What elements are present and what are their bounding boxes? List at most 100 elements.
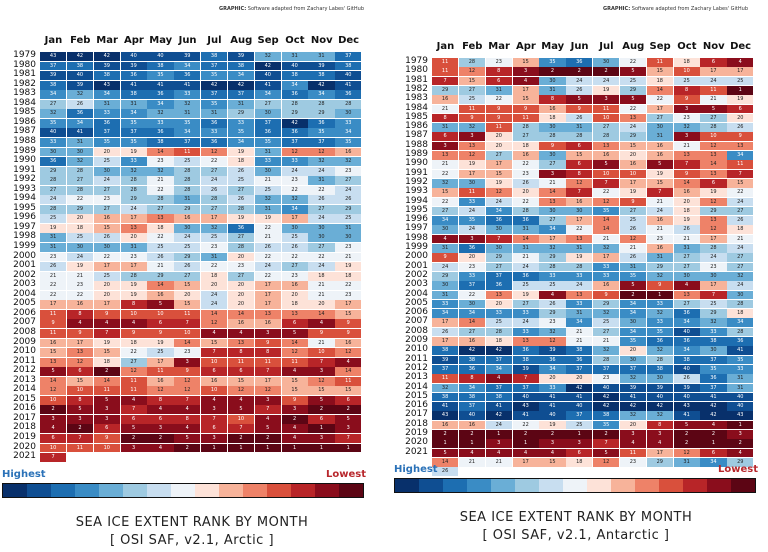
rank-cell: 35 xyxy=(254,137,281,147)
month-label: Jun xyxy=(570,41,589,52)
rank-cell: 39 xyxy=(93,61,120,71)
rank-cell: 41 xyxy=(120,80,147,90)
rank-cell: 24 xyxy=(485,197,512,207)
rank-cell: 14 xyxy=(93,376,120,386)
rank-cell: 40 xyxy=(566,402,593,411)
rank-cell: 21 xyxy=(673,141,700,151)
rank-cell: 37 xyxy=(566,411,593,421)
rank-cell: 34 xyxy=(619,309,647,318)
rank-cell: 26 xyxy=(727,123,754,132)
rank-cell: 22 xyxy=(458,290,486,300)
rank-cell: 23 xyxy=(174,348,201,357)
rank-cell: 31 xyxy=(281,52,308,61)
rank-cell: 20 xyxy=(539,374,566,383)
rank-cell: 28 xyxy=(593,132,620,142)
rank-cell: 37 xyxy=(432,364,459,374)
rank-cell: 3 xyxy=(254,395,281,405)
rank-cell: 33 xyxy=(646,318,673,328)
rank-cell: 28 xyxy=(227,204,255,214)
rank-cell: 4 xyxy=(227,395,255,405)
rank-cell: 31 xyxy=(254,147,281,157)
rank-cell: 6 xyxy=(201,367,228,377)
rank-cell: 28 xyxy=(539,262,566,272)
rank-cell: 34 xyxy=(40,90,67,100)
rank-cell: 14 xyxy=(458,318,486,328)
month-label: Dec xyxy=(338,35,360,46)
rank-cell: 5 xyxy=(66,405,94,415)
scale-swatch xyxy=(243,483,267,497)
rank-cell: 3 xyxy=(593,95,620,104)
rank-cell: 24 xyxy=(120,204,147,214)
rank-cell: 16 xyxy=(673,188,700,197)
rank-cell: 22 xyxy=(254,271,281,281)
rank-cell: 27 xyxy=(673,262,700,272)
rank-cell: 16 xyxy=(646,216,673,225)
rank-cell: 35 xyxy=(201,99,228,109)
rank-cell: 34 xyxy=(619,299,647,309)
rank-cell: 33 xyxy=(40,137,67,147)
scale-swatch xyxy=(683,478,707,492)
rank-cell: 36 xyxy=(254,128,281,138)
rank-cell: 22 xyxy=(66,290,94,300)
rank-cell: 32 xyxy=(727,271,754,281)
rank-cell: 20 xyxy=(673,197,700,207)
month-label: Feb xyxy=(70,35,91,46)
rank-cell: 28 xyxy=(66,185,94,195)
year-label: 2000 xyxy=(405,251,428,262)
rank-cell: 32 xyxy=(593,244,620,253)
year-label: 2008 xyxy=(13,326,36,337)
rank-cell: 9 xyxy=(93,309,120,319)
rank-cell: 4 xyxy=(201,328,228,338)
rank-cell: 17 xyxy=(93,300,120,310)
rank-cell: 26 xyxy=(335,195,362,205)
rank-cell: 12 xyxy=(254,386,281,396)
rank-cell: 33 xyxy=(593,262,620,272)
rank-cell: 38 xyxy=(147,61,174,71)
rank-cell: 4 xyxy=(485,374,512,383)
rank-cell: 5 xyxy=(254,424,281,434)
rank-cell: 42 xyxy=(485,346,512,355)
rank-cell: 14 xyxy=(593,225,620,235)
year-label: 2012 xyxy=(405,362,428,373)
rank-cell: 29 xyxy=(619,85,647,95)
rank-cell: 11 xyxy=(432,67,459,76)
rank-cell: 27 xyxy=(147,204,174,214)
rank-cell: 9 xyxy=(174,367,201,377)
rank-cell: 4 xyxy=(432,234,459,244)
rank-cell: 17 xyxy=(432,318,459,328)
year-label: 2012 xyxy=(13,365,36,376)
rank-cell: 18 xyxy=(308,271,335,281)
rank-cell: 25 xyxy=(254,185,281,195)
rank-cell: 35 xyxy=(174,118,201,128)
rank-cell: 35 xyxy=(120,137,147,147)
rank-cell: 42 xyxy=(227,80,255,90)
year-label: 1999 xyxy=(405,242,428,252)
rank-cell: 11 xyxy=(281,357,308,367)
month-label: Jan xyxy=(44,35,63,46)
rank-cell: 17 xyxy=(40,300,67,310)
rank-cell: 34 xyxy=(485,206,512,216)
rank-cell: 38 xyxy=(458,355,486,365)
rank-cell: 37 xyxy=(593,364,620,374)
rank-cell: 41 xyxy=(673,411,700,421)
rank-cell: 3 xyxy=(40,414,67,424)
rank-cell: 22 xyxy=(512,197,539,207)
rank-cell: 14 xyxy=(646,85,673,95)
rank-cell: 42 xyxy=(201,80,228,90)
rank-cell: 16 xyxy=(93,214,120,224)
rank-cell: 25 xyxy=(147,243,174,252)
rank-cell: 38 xyxy=(593,411,620,421)
rank-cell: 36 xyxy=(566,355,593,365)
rank-cell: 20 xyxy=(619,151,647,160)
rank-cell: 16 xyxy=(335,147,362,157)
rank-cell: 9 xyxy=(646,281,673,290)
rank-cell: 40 xyxy=(727,392,754,402)
rank-cell: 14 xyxy=(227,309,255,319)
rank-cell: 15 xyxy=(646,178,673,188)
rank-cell: 18 xyxy=(512,141,539,151)
rank-cell: 31 xyxy=(512,244,539,253)
rank-cell: 37 xyxy=(335,52,362,61)
rank-cell: 32 xyxy=(619,411,647,421)
rank-cell: 16 xyxy=(432,420,459,430)
rank-cell: 17 xyxy=(254,290,281,300)
